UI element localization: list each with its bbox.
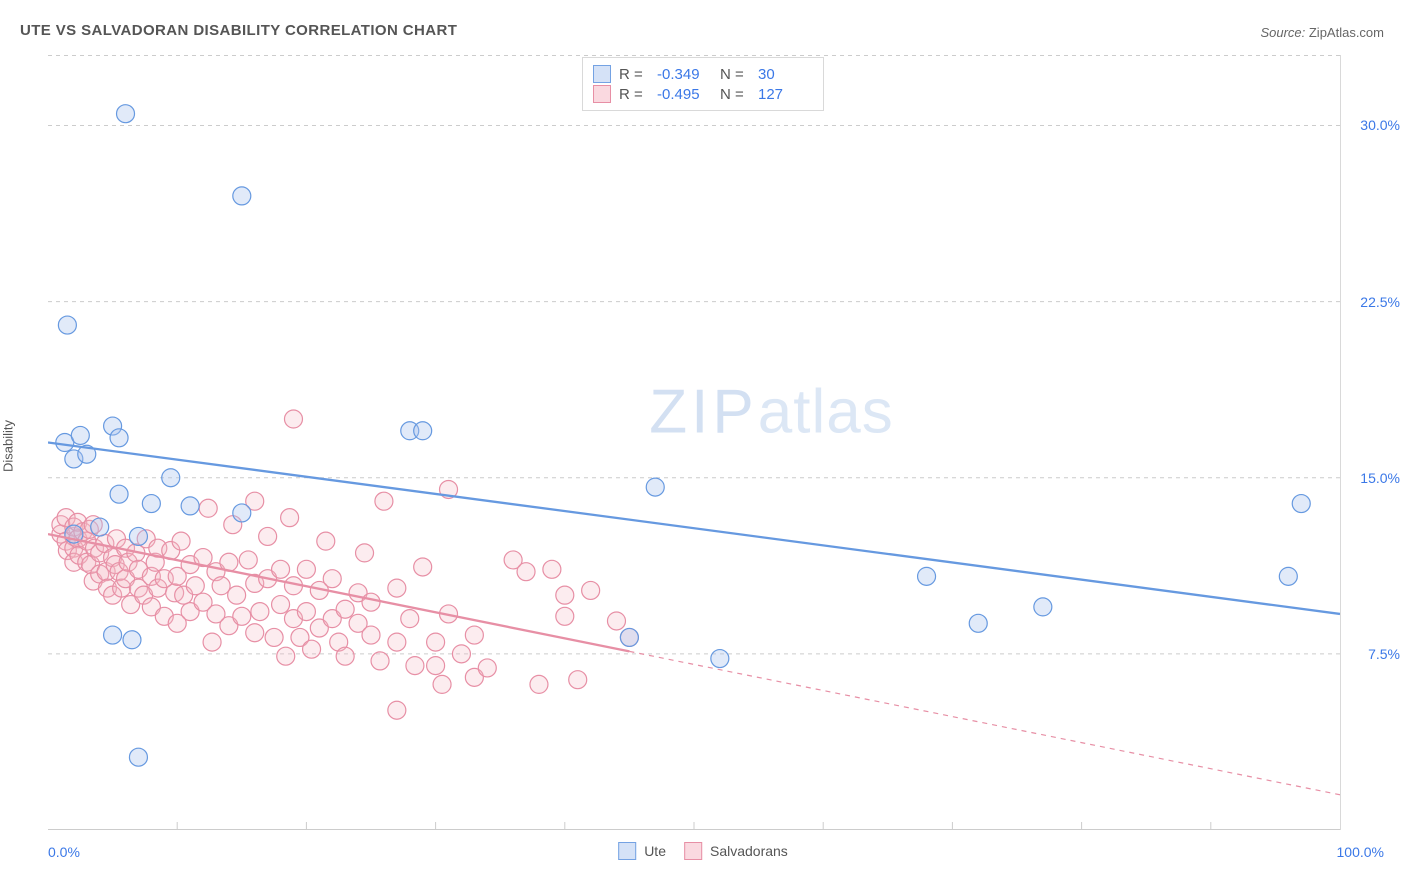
swatch-a-icon xyxy=(618,842,636,860)
n-label: N = xyxy=(720,86,750,103)
chart-title: UTE VS SALVADORAN DISABILITY CORRELATION… xyxy=(20,22,457,39)
n-label: N = xyxy=(720,66,750,83)
legend-label-a: Ute xyxy=(644,843,666,859)
y-tick-label: 22.5% xyxy=(1345,294,1400,310)
y-tick-label: 30.0% xyxy=(1345,117,1400,133)
source-name: ZipAtlas.com xyxy=(1309,25,1384,40)
r-label: R = xyxy=(619,66,649,83)
legend-label-b: Salvadorans xyxy=(710,843,788,859)
r-label: R = xyxy=(619,86,649,103)
x-axis-label-left: 0.0% xyxy=(48,844,80,860)
x-axis-label-right: 100.0% xyxy=(1337,844,1384,860)
legend-series: Ute Salvadorans xyxy=(618,842,788,860)
legend-stats-row-b: R = -0.495 N = 127 xyxy=(593,84,813,104)
swatch-a xyxy=(593,65,611,83)
n-value-a: 30 xyxy=(758,66,813,83)
source-prefix: Source: xyxy=(1260,25,1308,40)
y-axis-title: Disability xyxy=(1,420,16,472)
swatch-b-icon xyxy=(684,842,702,860)
plot-svg xyxy=(48,55,1340,830)
r-value-b: -0.495 xyxy=(657,86,712,103)
scatter-chart: ZIPatlas 7.5%15.0%22.5%30.0% xyxy=(48,55,1341,830)
swatch-b xyxy=(593,85,611,103)
legend-item-b: Salvadorans xyxy=(684,842,788,860)
y-tick-label: 7.5% xyxy=(1345,646,1400,662)
legend-stats: R = -0.349 N = 30 R = -0.495 N = 127 xyxy=(582,57,824,111)
source-attribution: Source: ZipAtlas.com xyxy=(1260,25,1384,40)
y-tick-label: 15.0% xyxy=(1345,470,1400,486)
legend-item-a: Ute xyxy=(618,842,666,860)
n-value-b: 127 xyxy=(758,86,813,103)
legend-stats-row-a: R = -0.349 N = 30 xyxy=(593,64,813,84)
r-value-a: -0.349 xyxy=(657,66,712,83)
